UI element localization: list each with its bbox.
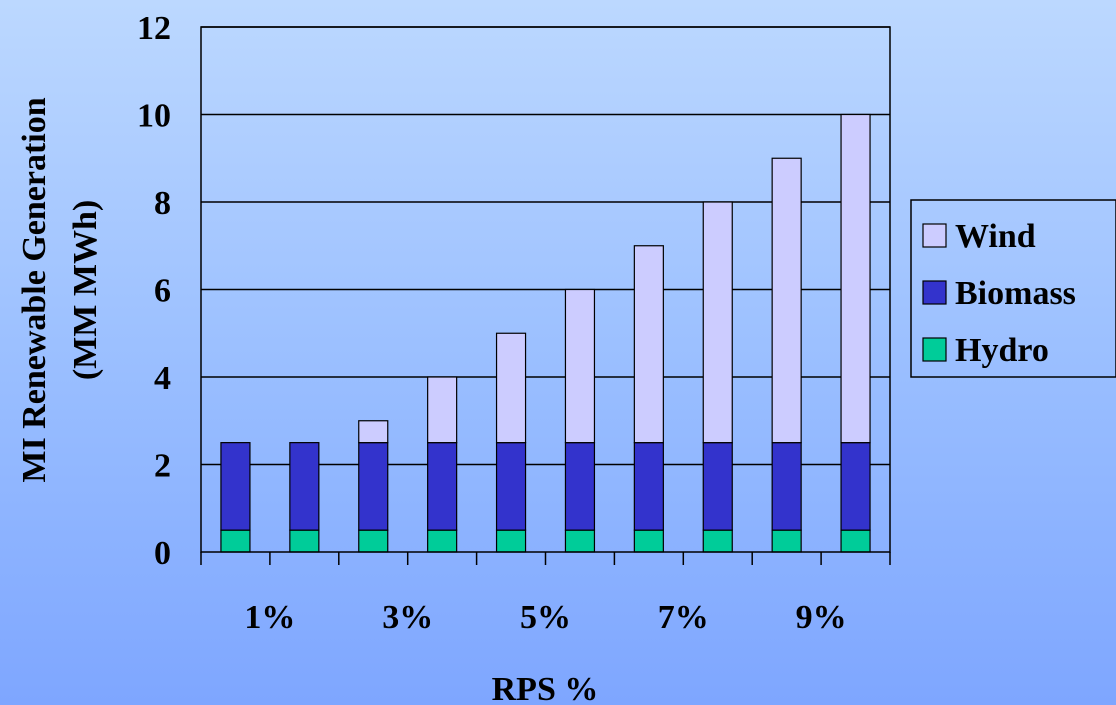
bar-wind-9 (771, 157, 802, 444)
bar-hydro-2 (289, 529, 320, 553)
bar-wind-5 (495, 332, 527, 444)
x-tick-label: 9% (796, 599, 847, 636)
bar-biomass-5 (495, 442, 527, 531)
y-tick-label: 2 (154, 448, 171, 485)
bar-biomass-1 (220, 442, 251, 531)
x-tick-label: 7% (658, 599, 709, 636)
bar-hydro-5 (495, 529, 527, 553)
bar-biomass-7 (633, 442, 664, 531)
bar-wind-7 (633, 245, 664, 444)
bar-wind-8 (702, 201, 733, 444)
y-axis-title-line-2: (MM MWh) (67, 200, 104, 380)
bar-hydro-4 (427, 529, 458, 553)
bar-hydro-6 (564, 529, 596, 553)
y-axis-title: MI Renewable Generation (MM MWh) (16, 97, 104, 482)
bar-wind-3 (358, 420, 389, 444)
bar-biomass-9 (771, 442, 802, 531)
bar-biomass-3 (358, 442, 389, 531)
bars-group (220, 113, 871, 553)
bar-wind-4 (427, 376, 458, 444)
legend-swatch-hydro (922, 337, 947, 362)
legend-frame (910, 199, 1116, 378)
bar-hydro-9 (771, 529, 802, 553)
y-tick-label: 10 (137, 98, 171, 135)
x-tick-label: 5% (520, 599, 571, 636)
y-tick-label: 12 (137, 10, 171, 47)
y-tick-label: 6 (154, 273, 171, 310)
bar-hydro-7 (633, 529, 664, 553)
legend-label-hydro: Hydro (955, 332, 1049, 369)
y-tick-labels: 0 2 4 6 8 10 12 (137, 10, 171, 572)
bar-hydro-3 (358, 529, 389, 553)
y-axis-title-line-1: MI Renewable Generation (16, 97, 53, 482)
bar-biomass-10 (840, 442, 871, 531)
bar-biomass-2 (289, 442, 320, 531)
legend-label-wind: Wind (955, 218, 1036, 255)
y-tick-label: 0 (154, 535, 171, 572)
bar-biomass-4 (427, 442, 458, 531)
x-tick-label: 3% (382, 599, 433, 636)
bar-biomass-6 (564, 442, 596, 531)
x-tick-labels: 1% 3% 5% 7% 9% (244, 599, 846, 636)
axes (200, 26, 891, 565)
bar-wind-6 (564, 288, 596, 444)
legend-label-biomass: Biomass (955, 275, 1076, 312)
x-tick-label: 1% (244, 599, 295, 636)
bar-hydro-10 (840, 529, 871, 553)
x-axis-title: RPS % (492, 671, 599, 705)
legend-swatch-biomass (922, 280, 947, 305)
y-tick-label: 4 (154, 360, 171, 397)
bar-hydro-1 (220, 529, 251, 553)
legend-swatch-wind (922, 223, 947, 248)
y-tick-label: 8 (154, 185, 171, 222)
bar-biomass-8 (702, 442, 733, 531)
bar-wind-10 (840, 113, 871, 444)
bar-hydro-8 (702, 529, 733, 553)
legend: Wind Biomass Hydro (910, 199, 1116, 378)
